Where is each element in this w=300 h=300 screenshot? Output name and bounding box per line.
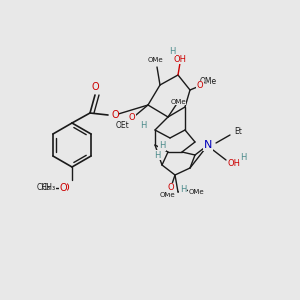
Text: OMe: OMe (200, 77, 217, 86)
Text: H: H (169, 46, 175, 56)
Text: CH₃: CH₃ (37, 184, 51, 193)
Text: H: H (240, 152, 246, 161)
Text: OMe: OMe (159, 192, 175, 198)
Text: O: O (59, 183, 67, 193)
Text: OMe: OMe (188, 189, 204, 195)
Text: O: O (61, 183, 69, 193)
Text: OH: OH (173, 55, 187, 64)
Text: O: O (91, 82, 99, 92)
Text: OMe: OMe (170, 99, 186, 105)
Text: O: O (197, 82, 203, 91)
Text: H: H (180, 185, 186, 194)
Text: Et: Et (234, 127, 242, 136)
Text: N: N (204, 140, 212, 150)
Text: OEt: OEt (116, 121, 130, 130)
Text: OMe: OMe (147, 57, 163, 63)
Text: H: H (154, 151, 160, 160)
Text: CH₃: CH₃ (42, 184, 56, 193)
Text: O: O (129, 113, 135, 122)
Text: OH: OH (227, 158, 241, 167)
Text: O: O (168, 184, 174, 193)
Text: O: O (111, 110, 119, 120)
Text: H: H (140, 121, 146, 130)
Text: H: H (159, 142, 165, 151)
